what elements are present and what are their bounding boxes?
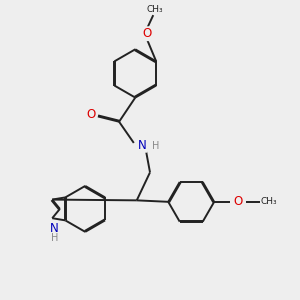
- Text: H: H: [51, 233, 58, 243]
- Text: CH₃: CH₃: [260, 197, 277, 206]
- Text: N: N: [50, 222, 59, 235]
- Text: O: O: [234, 195, 243, 208]
- Text: CH₃: CH₃: [146, 5, 163, 14]
- Text: H: H: [152, 142, 159, 152]
- Text: O: O: [143, 27, 152, 40]
- Text: O: O: [87, 109, 96, 122]
- Text: N: N: [138, 139, 146, 152]
